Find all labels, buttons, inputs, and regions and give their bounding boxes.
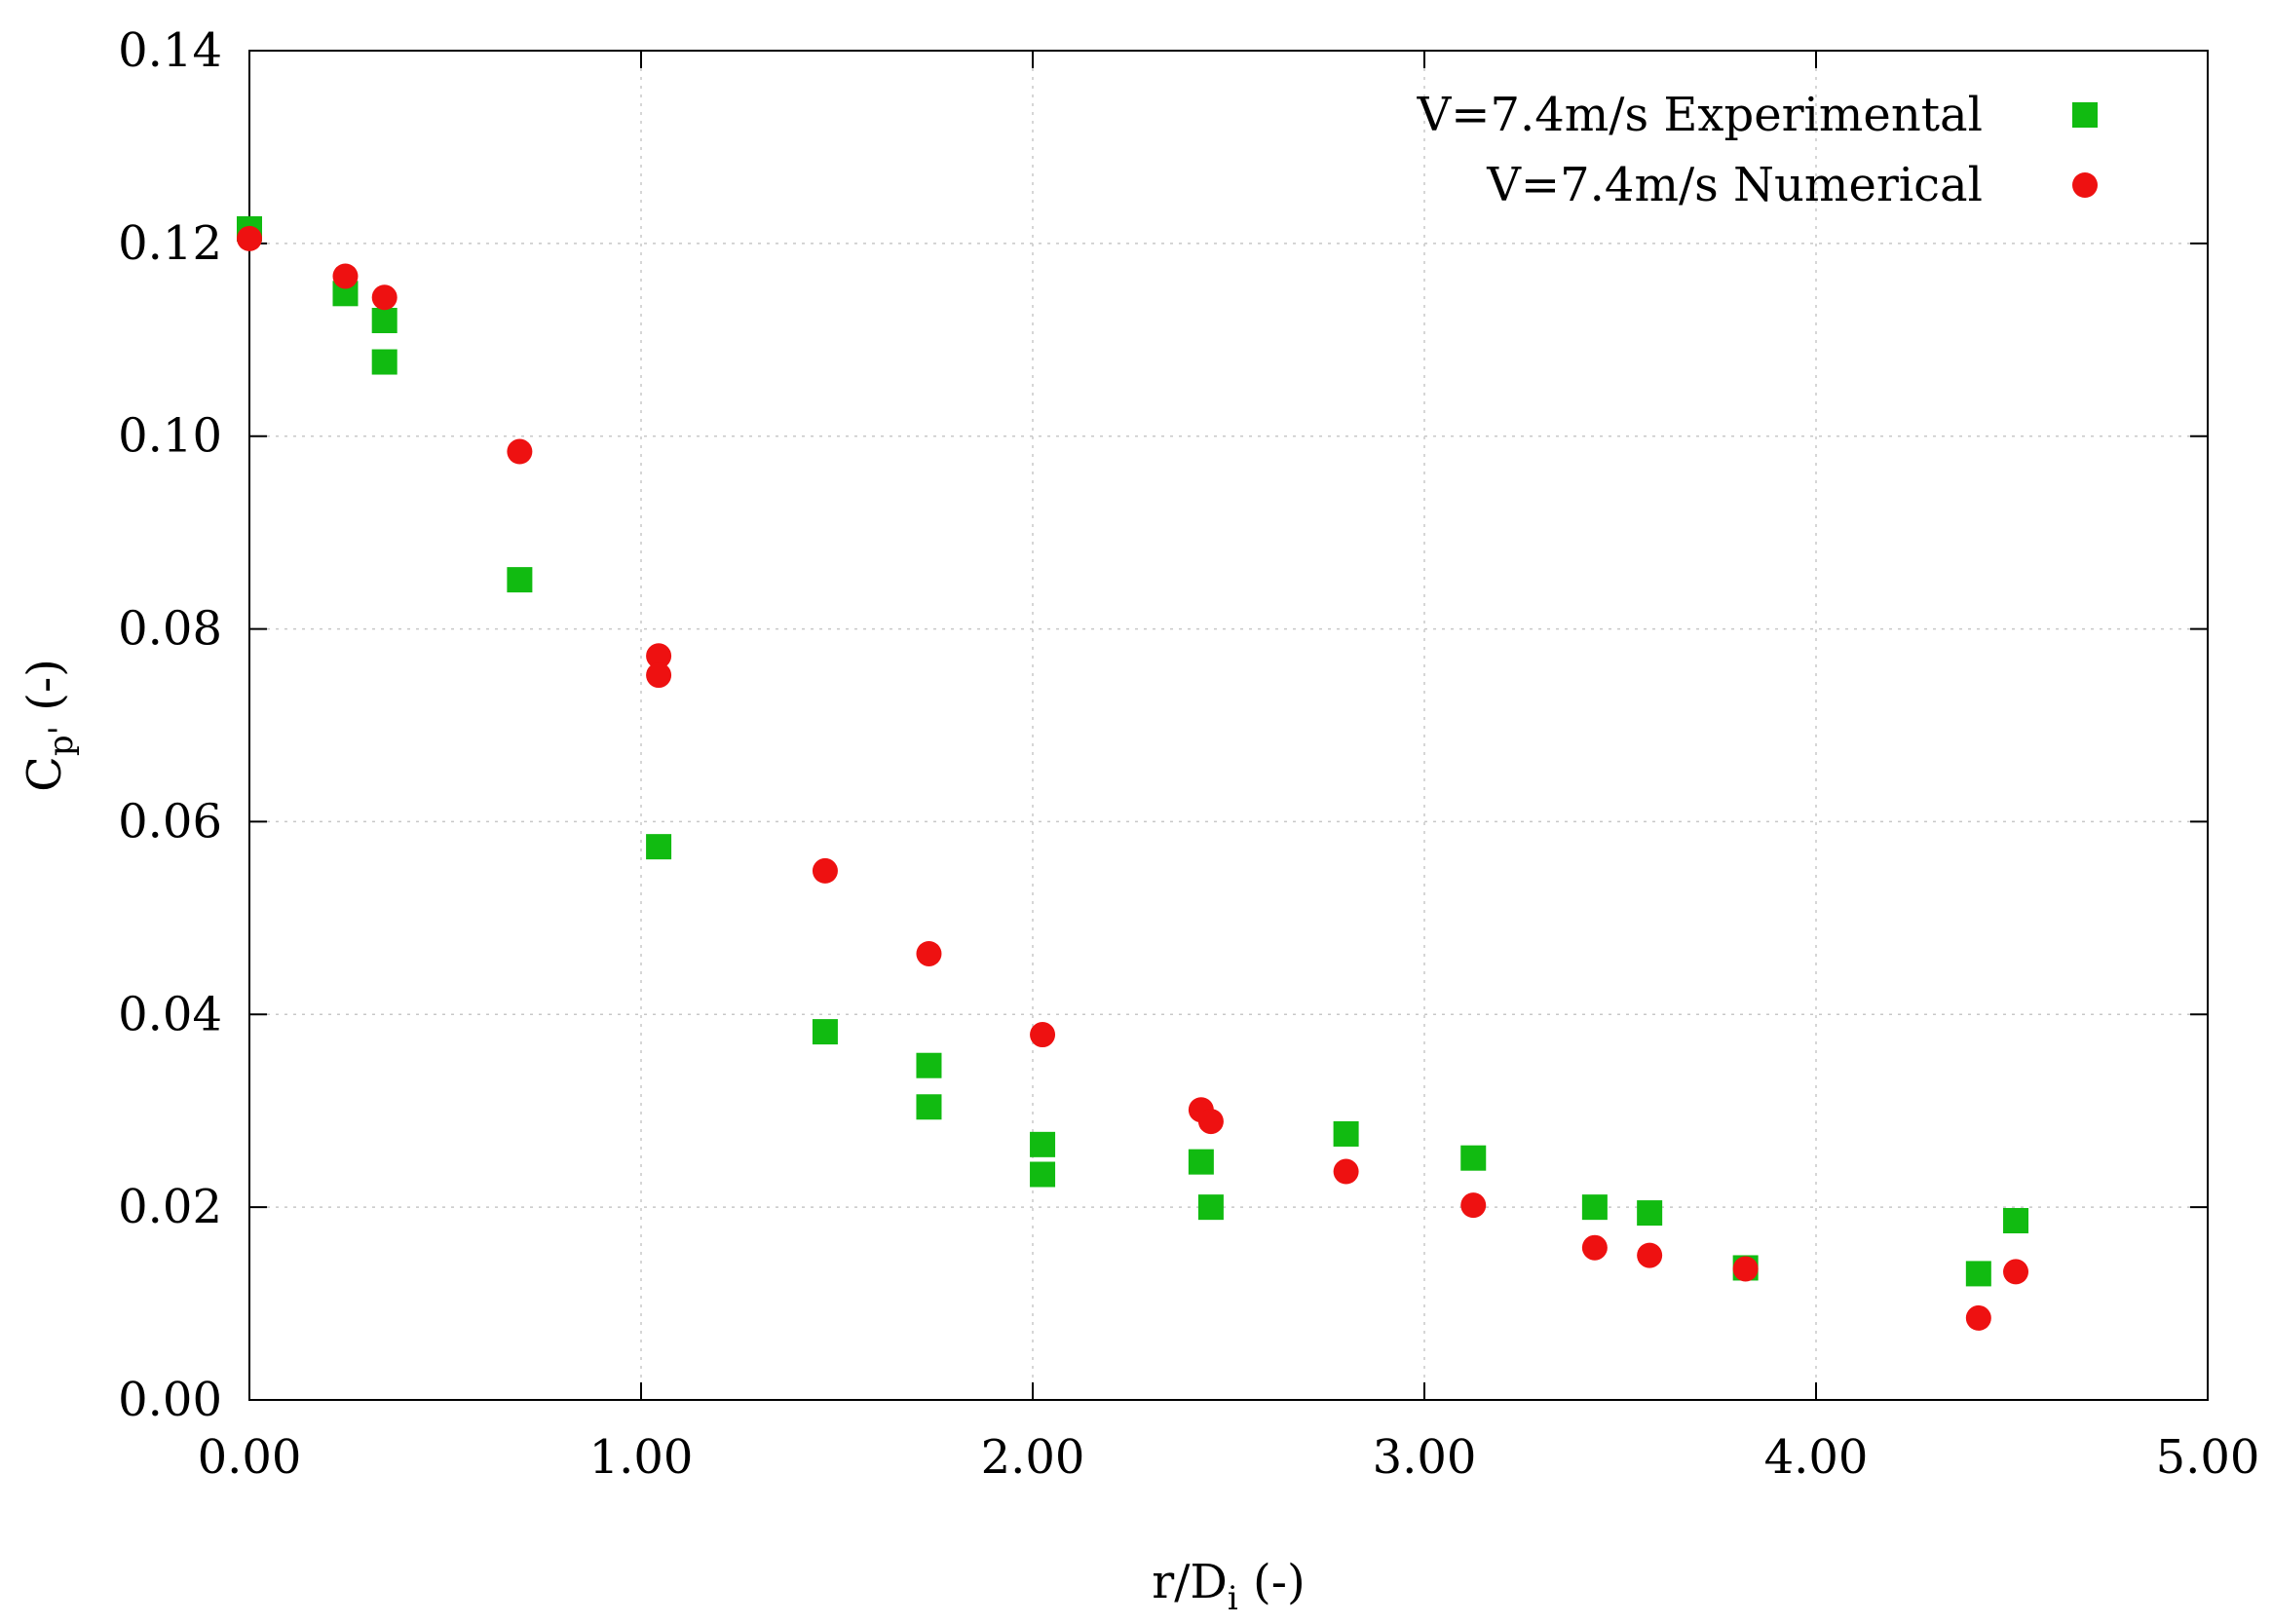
legend-label: V=7.4m/s Experimental	[1417, 88, 1983, 142]
plot-frame	[248, 50, 2209, 1401]
numerical-point	[1333, 1158, 1359, 1185]
numerical-point	[1965, 1304, 1991, 1331]
y-axis-title-main: C	[18, 756, 72, 792]
legend-marker-circle	[2072, 172, 2098, 198]
legend: V=7.4m/s Experimental V=7.4m/s Numerical	[1417, 88, 2098, 212]
experimental-point	[916, 1052, 942, 1078]
numerical-point	[1581, 1234, 1608, 1261]
experimental-point	[812, 1019, 838, 1045]
x-tick-label: 4.00	[1764, 1430, 1869, 1485]
experimental-point	[1030, 1161, 1056, 1188]
x-axis-title: r/Di (-)	[1152, 1555, 1305, 1618]
numerical-point	[646, 643, 672, 669]
numerical-point	[1460, 1192, 1487, 1219]
numerical-point	[332, 263, 359, 289]
legend-label: V=7.4m/s Numerical	[1486, 158, 1983, 212]
experimental-point	[371, 308, 398, 333]
grid-lines	[249, 51, 2208, 1400]
x-axis-title-main: r/D	[1152, 1555, 1228, 1609]
y-axis-title: Cp' (-)	[18, 659, 81, 792]
numerical-point	[916, 940, 942, 966]
numerical-point	[1732, 1256, 1759, 1282]
y-tick-label: 0.04	[118, 987, 222, 1041]
experimental-point	[507, 567, 533, 593]
experimental-point	[1197, 1194, 1224, 1221]
numerical-point	[646, 662, 672, 689]
y-tick-label: 0.00	[118, 1373, 222, 1427]
numerical-point	[2003, 1259, 2029, 1285]
x-tick-label: 1.00	[589, 1430, 694, 1485]
numerical-point	[1030, 1022, 1056, 1048]
y-tick-label: 0.10	[118, 409, 222, 464]
data-points	[237, 216, 2029, 1331]
experimental-point	[1637, 1200, 1663, 1227]
experimental-point	[1030, 1131, 1056, 1157]
experimental-point	[371, 349, 398, 375]
numerical-point	[371, 284, 398, 311]
x-tick-label: 0.00	[198, 1430, 302, 1485]
numerical-point	[1637, 1242, 1663, 1268]
experimental-point	[1965, 1261, 1991, 1287]
y-axis-title-unit: (-)	[18, 659, 72, 726]
experimental-point	[1333, 1120, 1359, 1147]
axis-titles: r/Di (-) Cp' (-)	[18, 659, 1306, 1618]
numerical-point	[507, 438, 533, 465]
x-tick-label: 5.00	[2156, 1430, 2260, 1485]
numerical-point	[812, 857, 838, 884]
y-tick-label: 0.14	[118, 23, 222, 78]
x-axis-title-subscript: i	[1228, 1579, 1238, 1618]
x-tick-label: 2.00	[981, 1430, 1085, 1485]
y-axis-title-subscript: p'	[42, 726, 81, 756]
x-tick-label: 3.00	[1373, 1430, 1477, 1485]
legend-marker-square	[2072, 102, 2098, 128]
y-tick-label: 0.02	[118, 1180, 222, 1234]
experimental-point	[916, 1094, 942, 1120]
y-tick-label: 0.06	[118, 794, 222, 849]
experimental-point	[2003, 1207, 2029, 1233]
y-tick-label: 0.12	[118, 216, 222, 271]
x-axis-title-unit: (-)	[1238, 1555, 1306, 1609]
experimental-point	[1581, 1194, 1608, 1221]
numerical-point	[1197, 1109, 1224, 1135]
experimental-point	[646, 834, 672, 860]
experimental-point	[1188, 1149, 1214, 1175]
axes: 0.00 1.00 2.00 3.00 4.00 5.00 0.00 0.02 0.04 0.06…	[118, 23, 2259, 1485]
y-tick-label: 0.08	[118, 602, 222, 657]
experimental-point	[1460, 1145, 1487, 1171]
numerical-point	[237, 225, 262, 251]
